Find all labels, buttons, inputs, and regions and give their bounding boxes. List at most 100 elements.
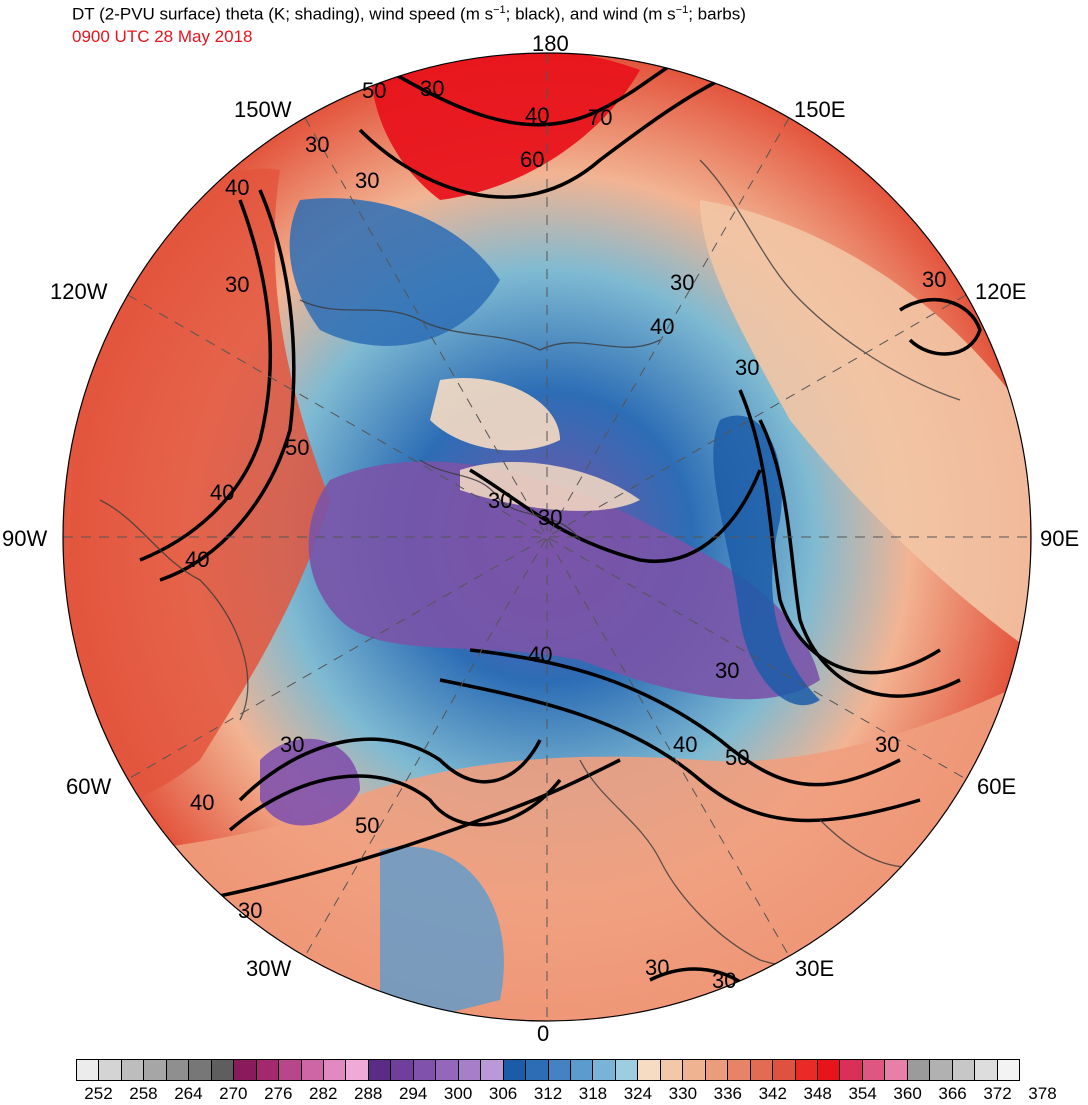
contour-label: 40 — [525, 103, 549, 128]
colorbar-tick-label: 348 — [803, 1084, 832, 1103]
colorbar-box — [503, 1060, 527, 1080]
colorbar-box — [997, 1060, 1020, 1080]
colorbar-box — [189, 1060, 212, 1080]
colorbar-tick-label: 276 — [264, 1084, 293, 1103]
lon-label-120w: 120W — [50, 279, 108, 304]
contour-label: 30 — [670, 270, 694, 295]
colorbar-box — [368, 1060, 392, 1080]
contour-label: 50 — [355, 813, 379, 838]
contour-label: 40 — [210, 480, 234, 505]
colorbar-box — [346, 1060, 369, 1080]
colorbar-box — [817, 1060, 841, 1080]
map-boundary — [62, 52, 1032, 1022]
colorbar-box — [750, 1060, 774, 1080]
contour-label: 30 — [735, 355, 759, 380]
colorbar-box — [166, 1060, 190, 1080]
colorbar-box — [683, 1060, 706, 1080]
contour-label: 50 — [285, 435, 309, 460]
colorbar-box — [975, 1060, 998, 1080]
lon-label-150w: 150W — [234, 97, 292, 122]
contour-label: 30 — [715, 658, 739, 683]
contour-label: 30 — [922, 267, 946, 292]
lon-label-90w: 90W — [2, 526, 47, 551]
colorbar-tick-label: 360 — [893, 1084, 922, 1103]
colorbar-tick-label: 354 — [848, 1084, 877, 1103]
colorbar-box — [323, 1060, 347, 1080]
colorbar-tick-label: 342 — [758, 1084, 787, 1103]
colorbar-box — [728, 1060, 751, 1080]
lon-label-90e: 90E — [1040, 526, 1079, 551]
colorbar-tick-label: 252 — [84, 1084, 113, 1103]
longitude-labels: 180 0 90W 90E 120W 150W 150E 120E 60W 30… — [2, 31, 1079, 1046]
contour-label: 30 — [280, 732, 304, 757]
lon-label-30w: 30W — [246, 956, 291, 981]
colorbar-box — [234, 1060, 257, 1080]
lon-label-0: 0 — [537, 1021, 549, 1046]
colorbar-tick-label: 378 — [1028, 1084, 1057, 1103]
colorbar-tick-label: 324 — [623, 1084, 653, 1103]
contour-label: 50 — [362, 78, 386, 103]
contour-label: 30 — [875, 732, 899, 757]
contour-label: 40 — [650, 314, 674, 339]
colorbar-box — [795, 1060, 818, 1080]
colorbar-box — [615, 1060, 639, 1080]
colorbar-tick-label: 264 — [174, 1084, 203, 1103]
contour-label: 30 — [355, 168, 379, 193]
contour-label: 60 — [520, 147, 544, 172]
colorbar-box — [660, 1060, 684, 1080]
colorbar — [76, 1059, 1020, 1081]
colorbar-tick-label: 372 — [983, 1084, 1012, 1103]
lon-label-150e: 150E — [794, 97, 845, 122]
colorbar-box — [121, 1060, 145, 1080]
colorbar-box — [481, 1060, 504, 1080]
colorbar-tick-label: 366 — [938, 1084, 967, 1103]
map-title: DT (2-PVU surface) theta (K; shading), w… — [72, 4, 746, 24]
contour-label: 30 — [538, 505, 562, 530]
colorbar-tick-label: 318 — [578, 1084, 608, 1103]
colorbar-box — [705, 1060, 729, 1080]
colorbar-tick-label: 300 — [443, 1084, 473, 1103]
colorbar-box — [570, 1060, 594, 1080]
contour-label: 40 — [185, 547, 209, 572]
colorbar-box — [638, 1060, 661, 1080]
colorbar-box — [413, 1060, 437, 1080]
contour-label: 30 — [225, 272, 249, 297]
colorbar-tick-label: 330 — [668, 1084, 698, 1103]
lon-label-60e: 60E — [977, 774, 1016, 799]
contour-label: 40 — [190, 790, 214, 815]
contour-label: 30 — [645, 955, 669, 980]
colorbar-box — [773, 1060, 796, 1080]
lon-label-120e: 120E — [975, 279, 1026, 304]
colorbar-tick-label: 336 — [713, 1084, 742, 1103]
colorbar-box — [391, 1060, 414, 1080]
colorbar-box — [930, 1060, 953, 1080]
colorbar-box — [907, 1060, 931, 1080]
contour-label: 30 — [488, 488, 512, 513]
contour-label: 30 — [305, 132, 329, 157]
colorbar-tick-label: 312 — [533, 1084, 563, 1103]
colorbar-box — [436, 1060, 459, 1080]
colorbar-box — [279, 1060, 302, 1080]
lon-label-180: 180 — [532, 31, 569, 56]
valid-time: 0900 UTC 28 May 2018 — [72, 27, 253, 46]
colorbar-box — [256, 1060, 280, 1080]
colorbar-tick-label: 258 — [129, 1084, 158, 1103]
shaded-theta-field — [63, 53, 1031, 1021]
lon-label-30e: 30E — [795, 956, 834, 981]
colorbar-box — [144, 1060, 167, 1080]
colorbar-box — [862, 1060, 886, 1080]
colorbar-box — [301, 1060, 324, 1080]
contour-label: 30 — [238, 898, 262, 923]
contour-label: 50 — [725, 745, 749, 770]
colorbar-box — [99, 1060, 122, 1080]
colorbar-box — [593, 1060, 616, 1080]
contour-label: 40 — [225, 175, 249, 200]
colorbar-tick-label: 288 — [354, 1084, 383, 1103]
polar-map: 50 30 40 70 60 30 30 40 30 30 30 40 50 4… — [2, 31, 1079, 1046]
contour-label: 40 — [528, 642, 552, 667]
lon-label-60w: 60W — [66, 774, 111, 799]
colorbar-box — [77, 1060, 100, 1080]
contour-label: 40 — [673, 732, 697, 757]
colorbar-tick-label: 282 — [309, 1084, 338, 1103]
colorbar-tick-label: 294 — [398, 1084, 428, 1103]
